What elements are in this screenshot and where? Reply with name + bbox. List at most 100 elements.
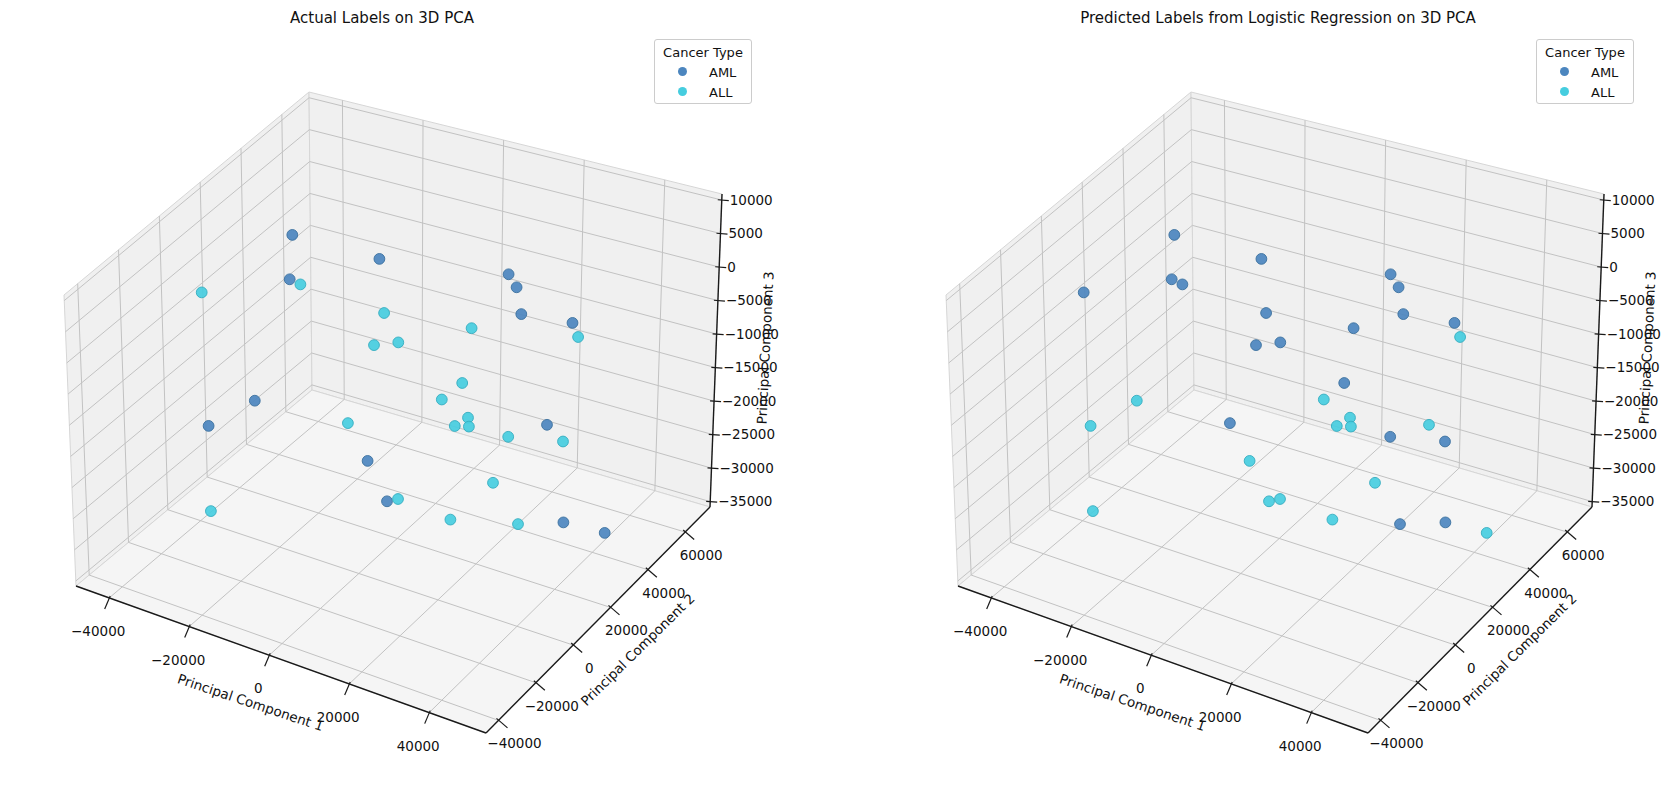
scatter-point-aml	[374, 254, 385, 265]
scatter-point-all	[369, 340, 380, 351]
chart-title-left: Actual Labels on 3D PCA	[290, 9, 474, 27]
scatter-point-all	[1331, 421, 1342, 432]
scatter-point-all	[1085, 421, 1096, 432]
axis-line	[609, 605, 620, 615]
axis-line	[646, 568, 657, 578]
axis-line	[1597, 267, 1608, 268]
scatter-point-aml	[1339, 378, 1350, 389]
tick-label: −25000	[1603, 426, 1657, 442]
scatter-point-aml	[1169, 230, 1180, 241]
axis-line	[1598, 233, 1609, 234]
3d-scatter-canvas: −40000−2000002000040000−40000−2000002000…	[0, 0, 1665, 790]
legend-right: Cancer Type AML ALL	[1536, 39, 1634, 104]
axis-line	[1593, 367, 1604, 368]
axis-line	[1588, 501, 1599, 502]
tick-label: 0	[1609, 259, 1618, 275]
scatter-point-all	[1455, 332, 1466, 343]
scatter-point-all	[1327, 514, 1338, 525]
legend-left: Cancer Type AML ALL	[654, 39, 752, 104]
tick-label: −40000	[953, 623, 1007, 639]
legend-item-label: ALL	[709, 85, 732, 100]
tick-label: 40000	[1279, 738, 1322, 754]
legend-item-label: AML	[1591, 65, 1618, 80]
axis-line	[683, 530, 694, 540]
scatter-point-aml	[1261, 308, 1272, 319]
tick-label: −25000	[721, 426, 775, 442]
tick-label: 0	[254, 680, 263, 696]
figure: −40000−2000002000040000−40000−2000002000…	[0, 0, 1665, 790]
tick-label: −20000	[1033, 652, 1087, 668]
scatter-point-aml	[503, 269, 514, 280]
scatter-point-aml	[362, 456, 373, 467]
scatter-point-all	[445, 514, 456, 525]
axis-line	[1528, 568, 1539, 578]
scatter-point-all	[196, 287, 207, 298]
scatter-point-aml	[558, 517, 569, 528]
axis-line	[710, 401, 721, 402]
tick-label: 60000	[1562, 547, 1605, 563]
axis-line	[1600, 200, 1611, 201]
aml-dot-icon	[678, 67, 687, 76]
scatter-point-all	[206, 506, 217, 517]
scatter-point-aml	[599, 528, 610, 539]
legend-item-aml: AML	[1537, 60, 1633, 80]
scatter-point-all	[488, 477, 499, 488]
tick-label: −30000	[719, 460, 773, 476]
tick-label: −20000	[525, 698, 579, 714]
tick-label: 10000	[1612, 192, 1655, 208]
axis-title: Principal Component 1	[175, 670, 325, 734]
axis-line	[715, 267, 726, 268]
scatter-point-aml	[567, 318, 578, 329]
scatter-point-all	[513, 519, 524, 530]
tick-label: −30000	[1601, 460, 1655, 476]
tick-label: −20000	[151, 652, 205, 668]
tick-label: 0	[585, 660, 594, 676]
scatter-point-all	[558, 436, 569, 447]
tick-label: 60000	[680, 547, 723, 563]
tick-label: −40000	[1369, 735, 1423, 751]
scatter-point-aml	[511, 282, 522, 293]
axis-line	[571, 643, 582, 653]
scatter-point-all	[1318, 394, 1329, 405]
axis-line	[707, 468, 718, 469]
scatter-point-aml	[1385, 431, 1396, 442]
scatter-point-all	[1346, 421, 1357, 432]
scatter-point-aml	[382, 496, 393, 507]
scatter-point-all	[1275, 494, 1286, 505]
scatter-point-all	[466, 323, 477, 334]
axis-line	[709, 434, 720, 435]
scatter-point-all	[573, 332, 584, 343]
scatter-point-all	[1088, 506, 1099, 517]
axis-line	[1491, 605, 1502, 615]
scatter-point-all	[393, 494, 404, 505]
scatter-point-all	[295, 279, 306, 290]
subplot-0: −40000−2000002000040000−40000−2000002000…	[64, 92, 779, 754]
axis-line	[711, 367, 722, 368]
scatter-point-all	[343, 418, 354, 429]
axis-line	[706, 501, 717, 502]
tick-label: −40000	[71, 623, 125, 639]
scatter-point-all	[464, 421, 475, 432]
legend-item-all: ALL	[1537, 80, 1633, 100]
scatter-point-all	[449, 421, 460, 432]
axis-line	[716, 233, 727, 234]
scatter-point-all	[457, 378, 468, 389]
tick-label: 40000	[397, 738, 440, 754]
scatter-point-all	[1481, 528, 1492, 539]
tick-label: −20000	[1407, 698, 1461, 714]
axis-line	[713, 334, 724, 335]
tick-label: −35000	[718, 493, 772, 509]
tick-label: 0	[1467, 660, 1476, 676]
axis-line	[1589, 468, 1600, 469]
scatter-point-all	[436, 394, 447, 405]
axis-line	[1416, 681, 1427, 691]
scatter-point-aml	[1275, 337, 1286, 348]
tick-label: 0	[727, 259, 736, 275]
scatter-point-aml	[249, 395, 260, 406]
axis-line	[497, 718, 508, 728]
legend-title: Cancer Type	[1537, 45, 1633, 60]
tick-label: −35000	[1600, 493, 1654, 509]
scatter-point-aml	[1440, 436, 1451, 447]
legend-item-aml: AML	[655, 60, 751, 80]
axis-line	[714, 300, 725, 301]
